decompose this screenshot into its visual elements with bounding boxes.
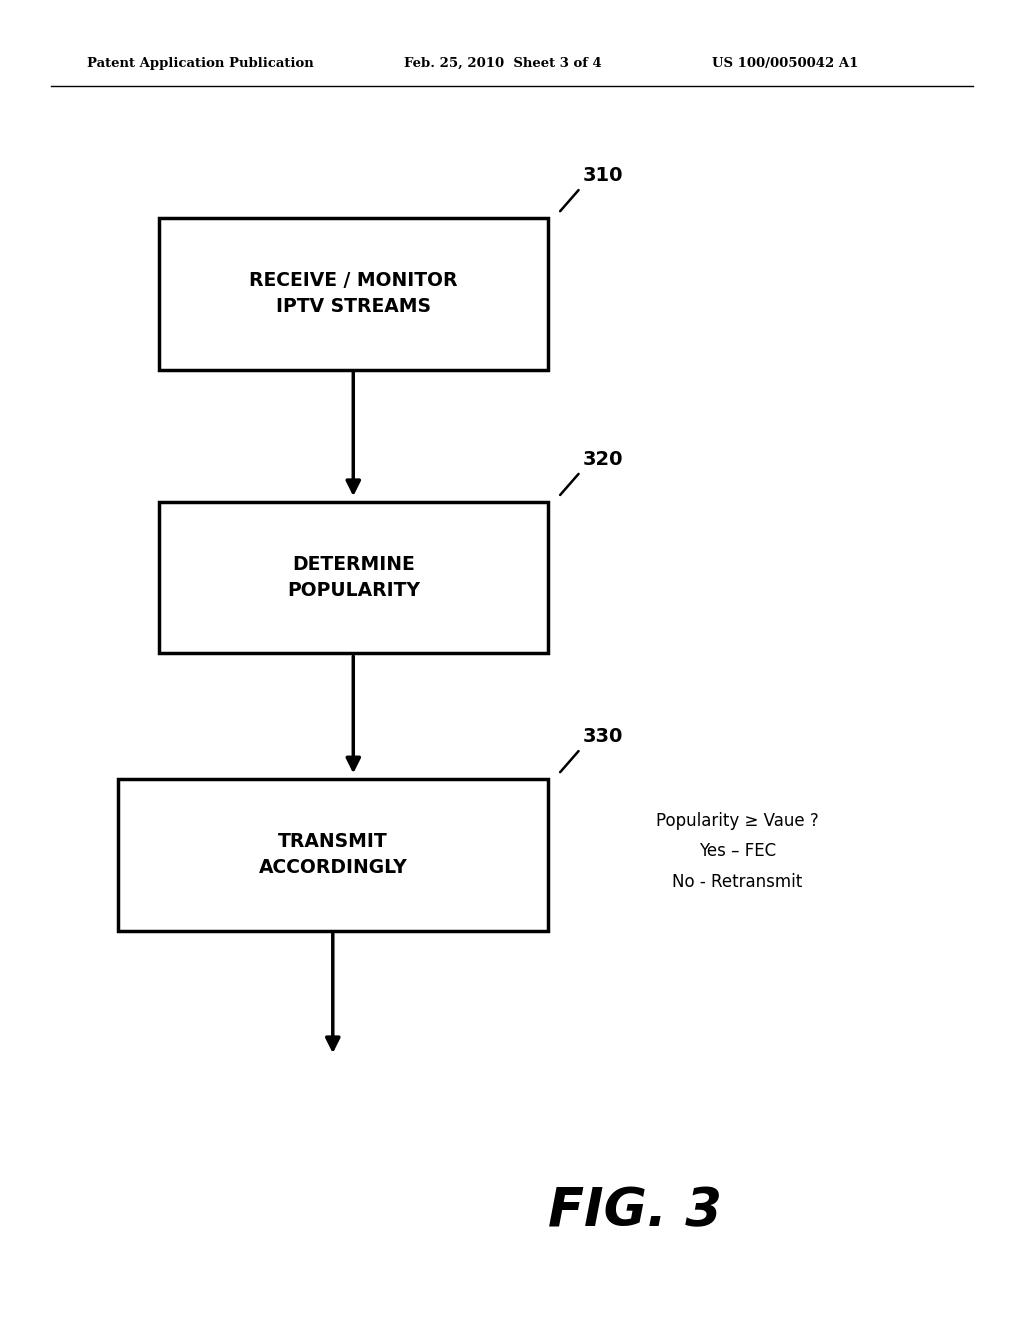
Text: Popularity ≥ Vaue ?
Yes – FEC
No - Retransmit: Popularity ≥ Vaue ? Yes – FEC No - Retra… [656,812,818,891]
Bar [159,502,548,653]
Text: FIG. 3: FIG. 3 [548,1185,722,1238]
Text: Feb. 25, 2010  Sheet 3 of 4: Feb. 25, 2010 Sheet 3 of 4 [404,57,602,70]
Text: 310: 310 [583,166,624,185]
Bar [159,218,548,370]
Text: RECEIVE / MONITOR
IPTV STREAMS: RECEIVE / MONITOR IPTV STREAMS [249,271,458,317]
Text: 320: 320 [583,450,624,469]
Text: TRANSMIT
ACCORDINGLY: TRANSMIT ACCORDINGLY [258,832,408,878]
Text: Patent Application Publication: Patent Application Publication [87,57,313,70]
Text: DETERMINE
POPULARITY: DETERMINE POPULARITY [287,554,420,601]
Bar [118,779,548,931]
Text: US 100/0050042 A1: US 100/0050042 A1 [712,57,858,70]
Text: 330: 330 [583,727,623,746]
